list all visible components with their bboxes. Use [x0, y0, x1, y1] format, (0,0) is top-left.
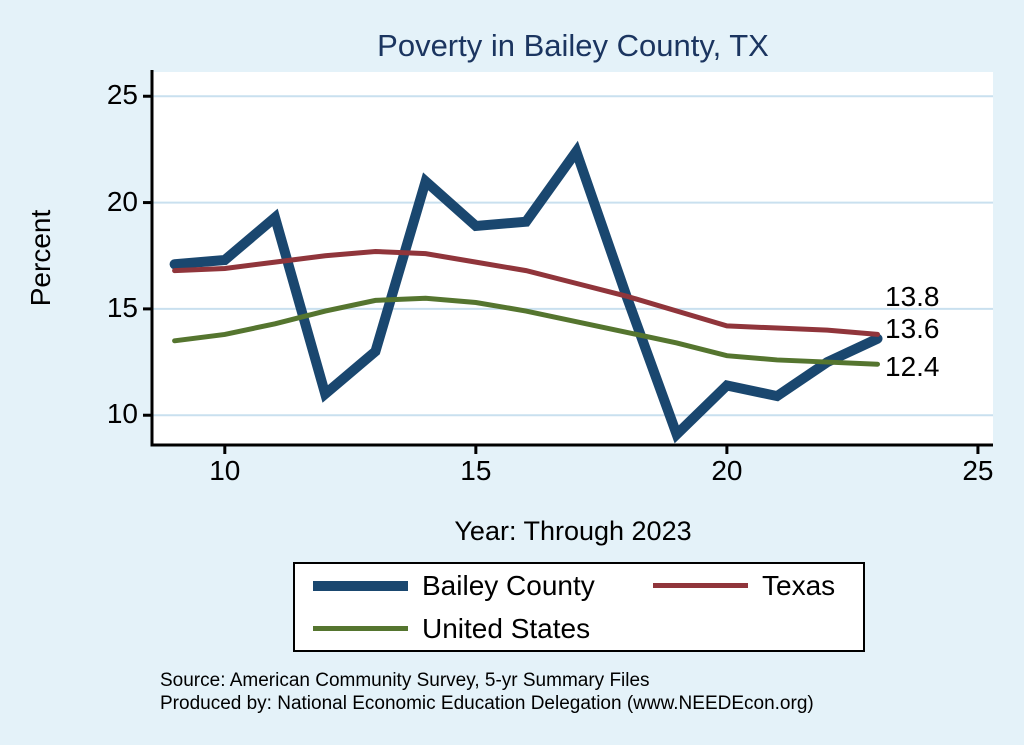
legend-item-united-states: United States — [313, 613, 653, 645]
legend-label-bailey-county: Bailey County — [422, 569, 595, 601]
chart-title: Poverty in Bailey County, TX — [377, 28, 769, 63]
y-tick-label: 15 — [106, 291, 138, 323]
legend-label-united-states: United States — [422, 612, 591, 644]
x-tick-label: 15 — [460, 455, 492, 486]
x-tick-label: 10 — [209, 455, 241, 486]
texas-line-swatch — [653, 583, 748, 588]
legend-item-texas: Texas — [653, 570, 863, 602]
y-axis-title: Percent — [25, 209, 56, 307]
x-tick-label: 25 — [962, 455, 994, 486]
legend-label-texas: Texas — [762, 569, 836, 601]
y-tick-label: 10 — [106, 398, 138, 430]
end-value-label-united-states: 12.4 — [885, 351, 940, 382]
y-tick-label: 25 — [106, 79, 138, 111]
x-axis-title: Year: Through 2023 — [454, 516, 692, 546]
source-line: Source: American Community Survey, 5-yr … — [160, 670, 650, 691]
end-value-label-texas: 13.8 — [885, 281, 940, 312]
end-value-label-bailey-county: 13.6 — [885, 313, 940, 344]
producer-line: Produced by: National Economic Education… — [160, 693, 814, 714]
legend-item-bailey-county: Bailey County — [313, 570, 653, 602]
y-tick-label: 20 — [106, 185, 138, 217]
source-note: Source: American Community Survey, 5-yr … — [160, 669, 814, 715]
bailey-county-line-swatch — [313, 580, 408, 591]
united-states-line-swatch — [313, 626, 408, 631]
legend: Bailey County Texas United States — [293, 562, 865, 652]
x-tick-label: 20 — [711, 455, 743, 486]
